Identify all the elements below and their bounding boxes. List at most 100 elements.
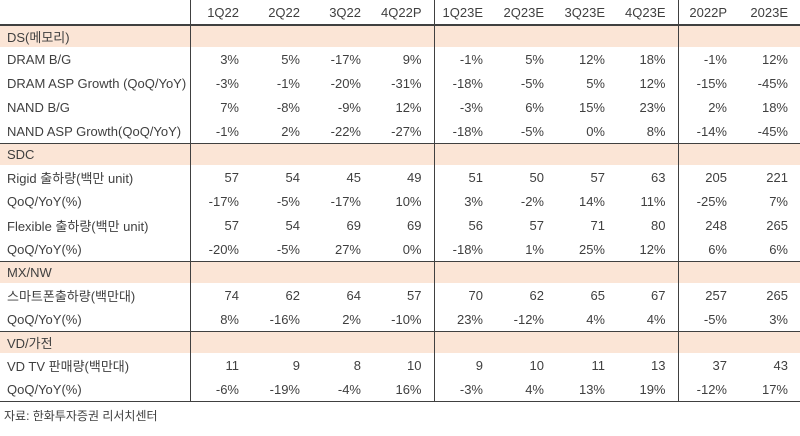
column-header: 3Q22	[312, 0, 373, 26]
cell: -8%	[276, 99, 300, 115]
cell: 9	[475, 357, 483, 373]
cell: 45	[346, 169, 361, 185]
cell: 2%	[281, 123, 300, 139]
table-row: QoQ/YoY(%) 8% -16% 2% -10% 23% -12% 4% 4% -5% 3%	[0, 307, 800, 332]
cell: 16%	[373, 377, 435, 402]
cell: 49	[373, 165, 435, 189]
cell: 6%	[769, 241, 788, 257]
cell: 17%	[739, 377, 800, 402]
cell: 12%	[761, 51, 788, 67]
cell: -14%	[696, 123, 727, 139]
cell: 248	[705, 217, 727, 233]
cell: 57	[373, 283, 435, 307]
cell: 25%	[578, 241, 605, 257]
table-row: NAND ASP Growth(QoQ/YoY) -1% 2% -22% -27% -18…	[0, 119, 800, 144]
section-band-cell	[312, 143, 373, 165]
section-band-cell	[556, 331, 617, 353]
cell: 0%	[586, 123, 605, 139]
cell: -1%	[703, 51, 727, 67]
section-band-cell	[434, 143, 495, 165]
section-band-cell	[251, 331, 312, 353]
cell: 57	[224, 169, 239, 185]
cell: 74	[224, 287, 239, 303]
cell: -18%	[452, 241, 483, 257]
section-band-cell	[312, 331, 373, 353]
cell: -45%	[757, 123, 788, 139]
cell: 10	[529, 357, 544, 373]
cell: 12%	[578, 51, 605, 67]
section-band-cell	[190, 261, 251, 283]
cell: -27%	[373, 119, 435, 144]
section-band-cell	[556, 143, 617, 165]
section-band-cell	[251, 24, 312, 47]
cell: -17%	[330, 51, 361, 67]
table-row: 스마트폰출하량(백만대) 74 62 64 57 70 62 65 67 257 265	[0, 283, 800, 307]
cell: 69	[346, 217, 361, 233]
cell: -10%	[373, 307, 435, 332]
cell: 4%	[495, 377, 556, 402]
section-band-cell	[312, 261, 373, 283]
section-band-cell	[434, 24, 495, 47]
table-row: DRAM B/G 3% 5% -17% 9% -1% 5% 12% 18% -1% 12%	[0, 47, 800, 71]
section-band-cell	[678, 331, 739, 353]
cell: 1%	[525, 241, 544, 257]
cell: 12%	[373, 95, 435, 119]
cell: 70	[468, 287, 483, 303]
table-row: QoQ/YoY(%) -6% -19% -4% 16% -3% 4% 13% 19% -12% 17…	[0, 377, 800, 402]
cell: 64	[346, 287, 361, 303]
section-band: MX/NW	[0, 261, 800, 283]
table-row: Flexible 출하량(백만 unit) 57 54 69 69 56 57 71 80 248…	[0, 213, 800, 237]
cell: 8%	[617, 119, 679, 144]
column-header: 3Q23E	[556, 0, 617, 26]
cell: 5%	[281, 51, 300, 67]
row-label: VD TV 판매량(백만대)	[0, 353, 191, 377]
section-band-cell	[617, 331, 679, 353]
cell: 15%	[578, 99, 605, 115]
row-label: DRAM B/G	[0, 47, 191, 71]
cell: -45%	[757, 75, 788, 91]
cell: -1%	[276, 75, 300, 91]
column-header: 2Q22	[251, 0, 312, 26]
table-row: VD TV 판매량(백만대) 11 9 8 10 9 10 11 13 37 43	[0, 353, 800, 377]
column-header: 2022P	[678, 0, 739, 26]
cell: -15%	[696, 75, 727, 91]
section-header: SDC	[0, 143, 191, 165]
cell: 0%	[373, 237, 435, 262]
cell: 3%	[769, 311, 788, 327]
row-label: NAND ASP Growth(QoQ/YoY)	[0, 119, 191, 144]
cell: 71	[590, 217, 605, 233]
cell: -5%	[276, 241, 300, 257]
section-band-cell	[190, 331, 251, 353]
source-note: 자료: 한화투자증권 리서치센터	[4, 409, 158, 423]
cell: 257	[705, 287, 727, 303]
section-band-cell	[739, 143, 800, 165]
section-band-cell	[617, 261, 679, 283]
section-band-cell	[678, 261, 739, 283]
row-label: NAND B/G	[0, 95, 191, 119]
cell: 5%	[586, 75, 605, 91]
section-band-cell	[617, 143, 679, 165]
cell: 265	[766, 217, 788, 233]
cell: 2%	[342, 311, 361, 327]
cell: 67	[617, 283, 679, 307]
cell: 3%	[220, 51, 239, 67]
section-band-cell	[678, 143, 739, 165]
cell: -20%	[208, 241, 239, 257]
cell: 51	[468, 169, 483, 185]
cell: 57	[529, 217, 544, 233]
table-body: DS(메모리) DRAM B/G 3% 5% -17% 9% -1% 5% 12% 18% -1% 1…	[0, 24, 800, 402]
cell: 62	[285, 287, 300, 303]
cell: 12%	[617, 237, 679, 262]
cell: -3%	[215, 75, 239, 91]
cell: 13%	[556, 377, 617, 402]
section-band-cell	[617, 24, 679, 47]
cell: 3%	[464, 193, 483, 209]
cell: -17%	[208, 193, 239, 209]
cell: 43	[773, 357, 788, 373]
financial-estimates-table: 1Q22 2Q22 3Q22 4Q22P 1Q23E 2Q23E 3Q23E 4…	[0, 0, 800, 402]
cell: 7%	[769, 193, 788, 209]
cell: 221	[766, 169, 788, 185]
cell: -25%	[696, 193, 727, 209]
cell: -1%	[459, 51, 483, 67]
section-band-cell	[190, 24, 251, 47]
